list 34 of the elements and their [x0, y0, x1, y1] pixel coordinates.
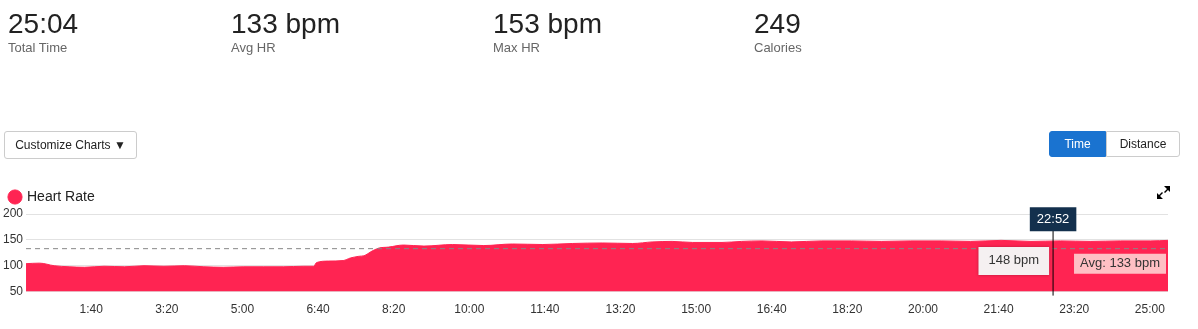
x-tick-label: 20:00: [907, 302, 939, 317]
text: Total Time: [8, 40, 69, 55]
x-tick-label: 8:20: [381, 302, 406, 317]
x-tick-label: 18:20: [832, 302, 863, 317]
legend-label: Heart Rate: [27, 187, 95, 204]
x-tick-label: 5:00: [230, 302, 255, 317]
x-tick-label: 25:00: [1134, 302, 1166, 317]
text: Calories: [754, 40, 802, 55]
text: Max HR: [493, 40, 541, 55]
x-tick-label: 11:40: [530, 302, 560, 317]
x-tick-label: 3:20: [155, 302, 179, 317]
text: 249: [754, 8, 802, 40]
annotation: 148 bpm: [988, 252, 1040, 268]
text: Avg HR: [231, 40, 277, 55]
y-tick-label: 100: [2, 258, 24, 273]
x-tick-label: 23:20: [1059, 302, 1090, 317]
y-tick-label: 50: [9, 283, 24, 298]
ref-line-label: Avg: 133 bpm: [1080, 255, 1160, 271]
x-tick-label: 16:40: [756, 302, 788, 317]
y-tick-label: 200: [2, 206, 24, 221]
text: Distance: [1106, 131, 1180, 157]
annotation: 22:52: [1036, 210, 1070, 226]
x-tick-label: 10:00: [454, 302, 485, 317]
x-tick-label: 1:40: [79, 302, 104, 317]
text: 153 bpm: [493, 8, 602, 40]
x-tick-label: 13:20: [605, 302, 636, 317]
text: 133 bpm: [231, 8, 340, 40]
text: Time: [1049, 131, 1106, 157]
x-tick-label: 21:40: [983, 302, 1014, 317]
text: Customize Charts ▼: [4, 131, 137, 159]
y-tick-label: 150: [2, 232, 24, 247]
x-tick-label: 15:00: [681, 302, 712, 317]
x-tick-label: 6:40: [306, 302, 331, 317]
text: 25:04: [8, 8, 79, 40]
